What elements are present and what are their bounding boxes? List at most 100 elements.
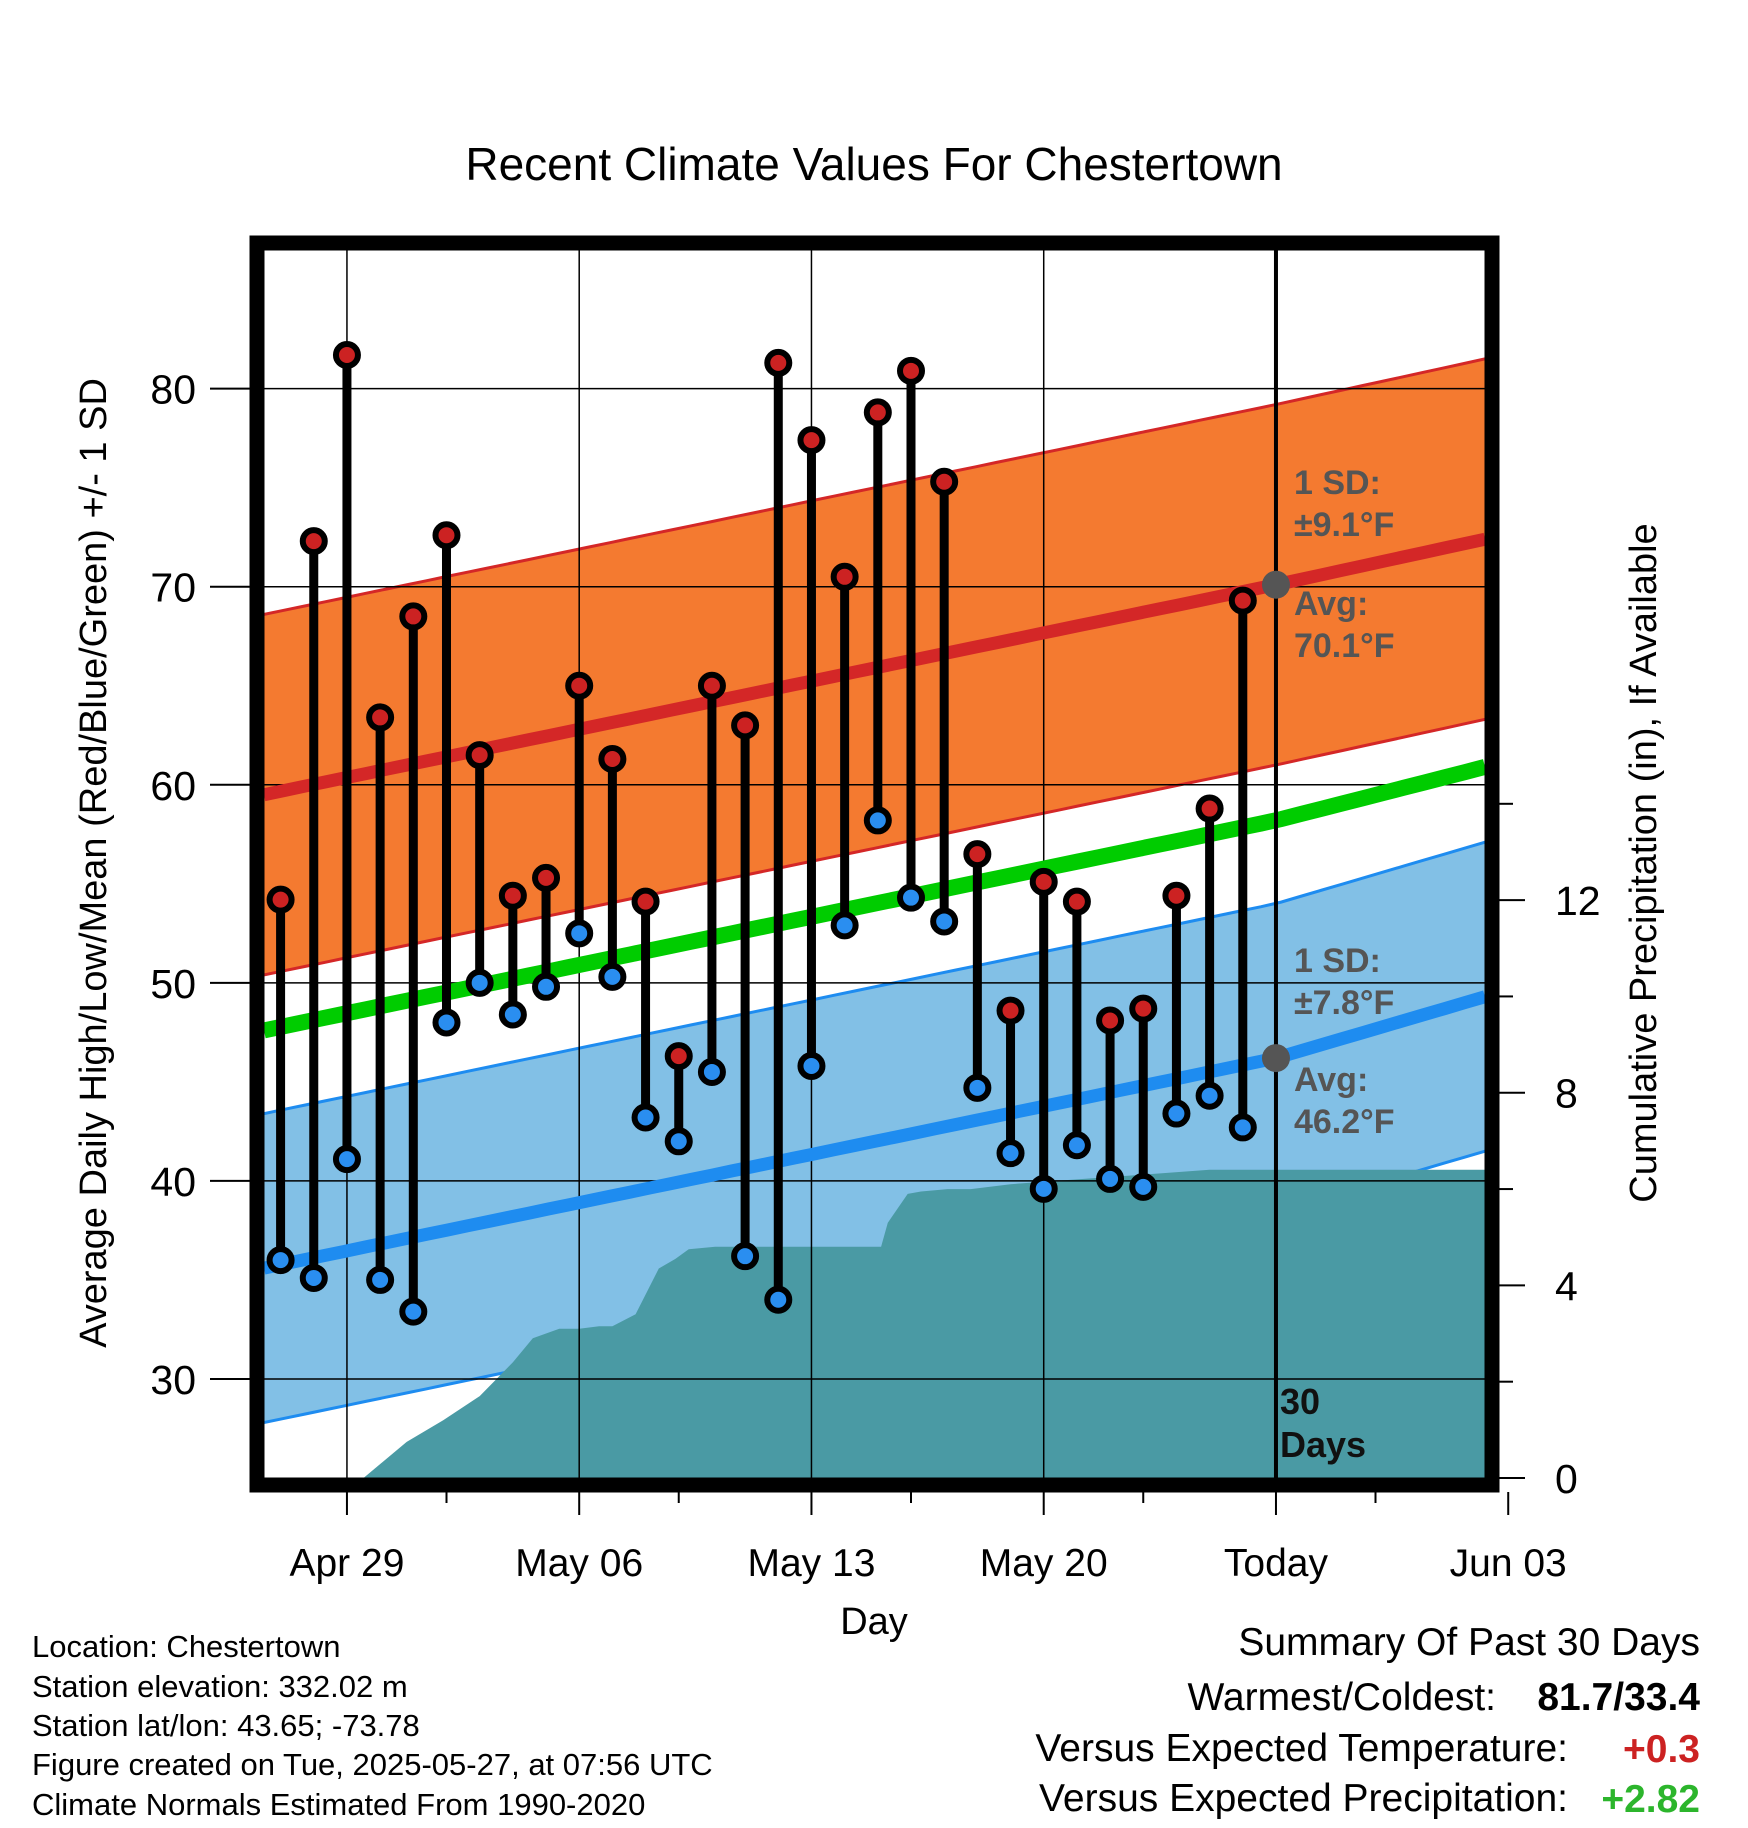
summary-warmest-label: Warmest/Coldest: (1188, 1676, 1496, 1719)
low-sd-upper-edge (264, 840, 1485, 1116)
daily-low-point (366, 1265, 395, 1294)
today-low-avg-marker (1261, 1044, 1290, 1073)
high-sd-label: 1 SD: (1294, 464, 1381, 502)
y-right-tick-label: 0 (1555, 1456, 1578, 1502)
daily-low-point (697, 1057, 726, 1086)
daily-low-point (1096, 1164, 1125, 1193)
info-normals: Climate Normals Estimated From 1990-2020 (32, 1787, 645, 1822)
daily-low-point (631, 1103, 660, 1132)
low-sd-label: 1 SD: (1294, 942, 1381, 980)
daily-high-point (631, 887, 660, 916)
daily-high-point (830, 562, 859, 591)
daily-low-point (532, 972, 561, 1001)
summary-precip-value: +2.82 (1601, 1778, 1700, 1821)
daily-high-point (664, 1042, 693, 1071)
days-count-number: 30 (1280, 1381, 1320, 1422)
daily-low-point (1062, 1131, 1091, 1160)
daily-low-point (432, 1008, 461, 1037)
x-tick-label: May 20 (980, 1542, 1108, 1585)
plot-overlay: 1 SD: ±9.1°F Avg: 70.1°F 1 SD: ±7.8°F Avg: 46.2… (266, 340, 1395, 1465)
y-left-tick-label: 40 (150, 1159, 196, 1205)
y-right-tick-label: 12 (1555, 878, 1601, 924)
daily-high-point (930, 467, 959, 496)
x-axis-label: Day (840, 1601, 908, 1643)
x-tick-label: Apr 29 (289, 1542, 404, 1585)
daily-low-point (332, 1145, 361, 1174)
info-elevation: Station elevation: 332.02 m (32, 1669, 408, 1704)
low-sd-value: ±7.8°F (1294, 984, 1394, 1022)
x-tick-label: May 13 (748, 1542, 876, 1585)
daily-low-point (664, 1127, 693, 1156)
daily-low-point (896, 883, 925, 912)
summary-temp-value: +0.3 (1623, 1728, 1700, 1771)
x-tick-label: Jun 03 (1450, 1542, 1567, 1585)
info-created: Figure created on Tue, 2025-05-27, at 07… (32, 1747, 713, 1782)
daily-low-point (299, 1263, 328, 1292)
daily-low-point (797, 1052, 826, 1081)
summary-warmest-value: 81.7/33.4 (1537, 1676, 1700, 1719)
today-high-avg-marker (1261, 570, 1290, 599)
daily-low-point (465, 968, 494, 997)
daily-high-point (697, 671, 726, 700)
daily-high-point (532, 863, 561, 892)
high-avg-label: Avg: (1294, 585, 1368, 623)
daily-high-point (896, 356, 925, 385)
daily-high-point (1162, 881, 1191, 910)
daily-low-point (764, 1285, 793, 1314)
daily-high-point (366, 703, 395, 732)
daily-low-point (996, 1139, 1025, 1168)
plot-frame (249, 235, 1500, 1493)
summary-title: Summary Of Past 30 Days (1238, 1621, 1700, 1664)
station-info: Location: Chestertown Station elevation:… (32, 1629, 713, 1822)
x-tick-label: May 06 (515, 1542, 643, 1585)
x-tick-label: Today (1224, 1542, 1329, 1585)
y-left-tick-label: 50 (150, 961, 196, 1007)
y-axis-right-label: Cumulative Precipitation (in), If Availa… (1623, 523, 1665, 1202)
daily-high-point (432, 521, 461, 550)
daily-high-point (797, 426, 826, 455)
daily-low-point (598, 962, 627, 991)
days-count-word: Days (1280, 1424, 1366, 1465)
low-avg-label: Avg: (1294, 1061, 1368, 1099)
daily-high-point (1096, 1006, 1125, 1035)
daily-high-point (863, 398, 892, 427)
daily-high-point (299, 527, 328, 556)
daily-high-point (266, 885, 295, 914)
info-location: Location: Chestertown (32, 1629, 340, 1664)
summary-temp-label: Versus Expected Temperature: (1035, 1727, 1568, 1770)
axes: 30 40 50 60 70 80 0 4 8 12 Apr 29 May 06 May 13 May 2… (150, 235, 1601, 1585)
y-left-tick-label: 60 (150, 763, 196, 809)
y-left-tick-label: 80 (150, 367, 196, 413)
daily-high-point (1228, 586, 1257, 615)
daily-low-point (830, 911, 859, 940)
y-axis-left-label: Average Daily High/Low/Mean (Red/Blue/Gr… (73, 378, 115, 1348)
daily-high-point (1195, 794, 1224, 823)
daily-low-point (863, 806, 892, 835)
daily-high-point (399, 602, 428, 631)
daily-low-point (266, 1246, 295, 1275)
daily-low-point (930, 907, 959, 936)
daily-high-point (996, 996, 1025, 1025)
daily-low-point (1195, 1081, 1224, 1110)
summary-precip-label: Versus Expected Precipitation: (1039, 1777, 1568, 1820)
daily-low-point (565, 919, 594, 948)
daily-low-point (1029, 1174, 1058, 1203)
daily-high-point (963, 840, 992, 869)
daily-low-point (1162, 1099, 1191, 1128)
daily-low-point (498, 1000, 527, 1029)
daily-low-point (1129, 1172, 1158, 1201)
daily-high-point (565, 671, 594, 700)
daily-high-point (764, 348, 793, 377)
daily-high-point (598, 745, 627, 774)
daily-high-point (465, 741, 494, 770)
daily-high-point (1029, 867, 1058, 896)
daily-low-point (399, 1297, 428, 1326)
high-avg-value: 70.1°F (1294, 627, 1395, 665)
daily-high-point (731, 711, 760, 740)
info-latlon: Station lat/lon: 43.65; -73.78 (32, 1708, 420, 1743)
daily-high-point (1062, 887, 1091, 916)
daily-low-point (1228, 1113, 1257, 1142)
daily-low-point (963, 1073, 992, 1102)
daily-high-point (332, 340, 361, 369)
